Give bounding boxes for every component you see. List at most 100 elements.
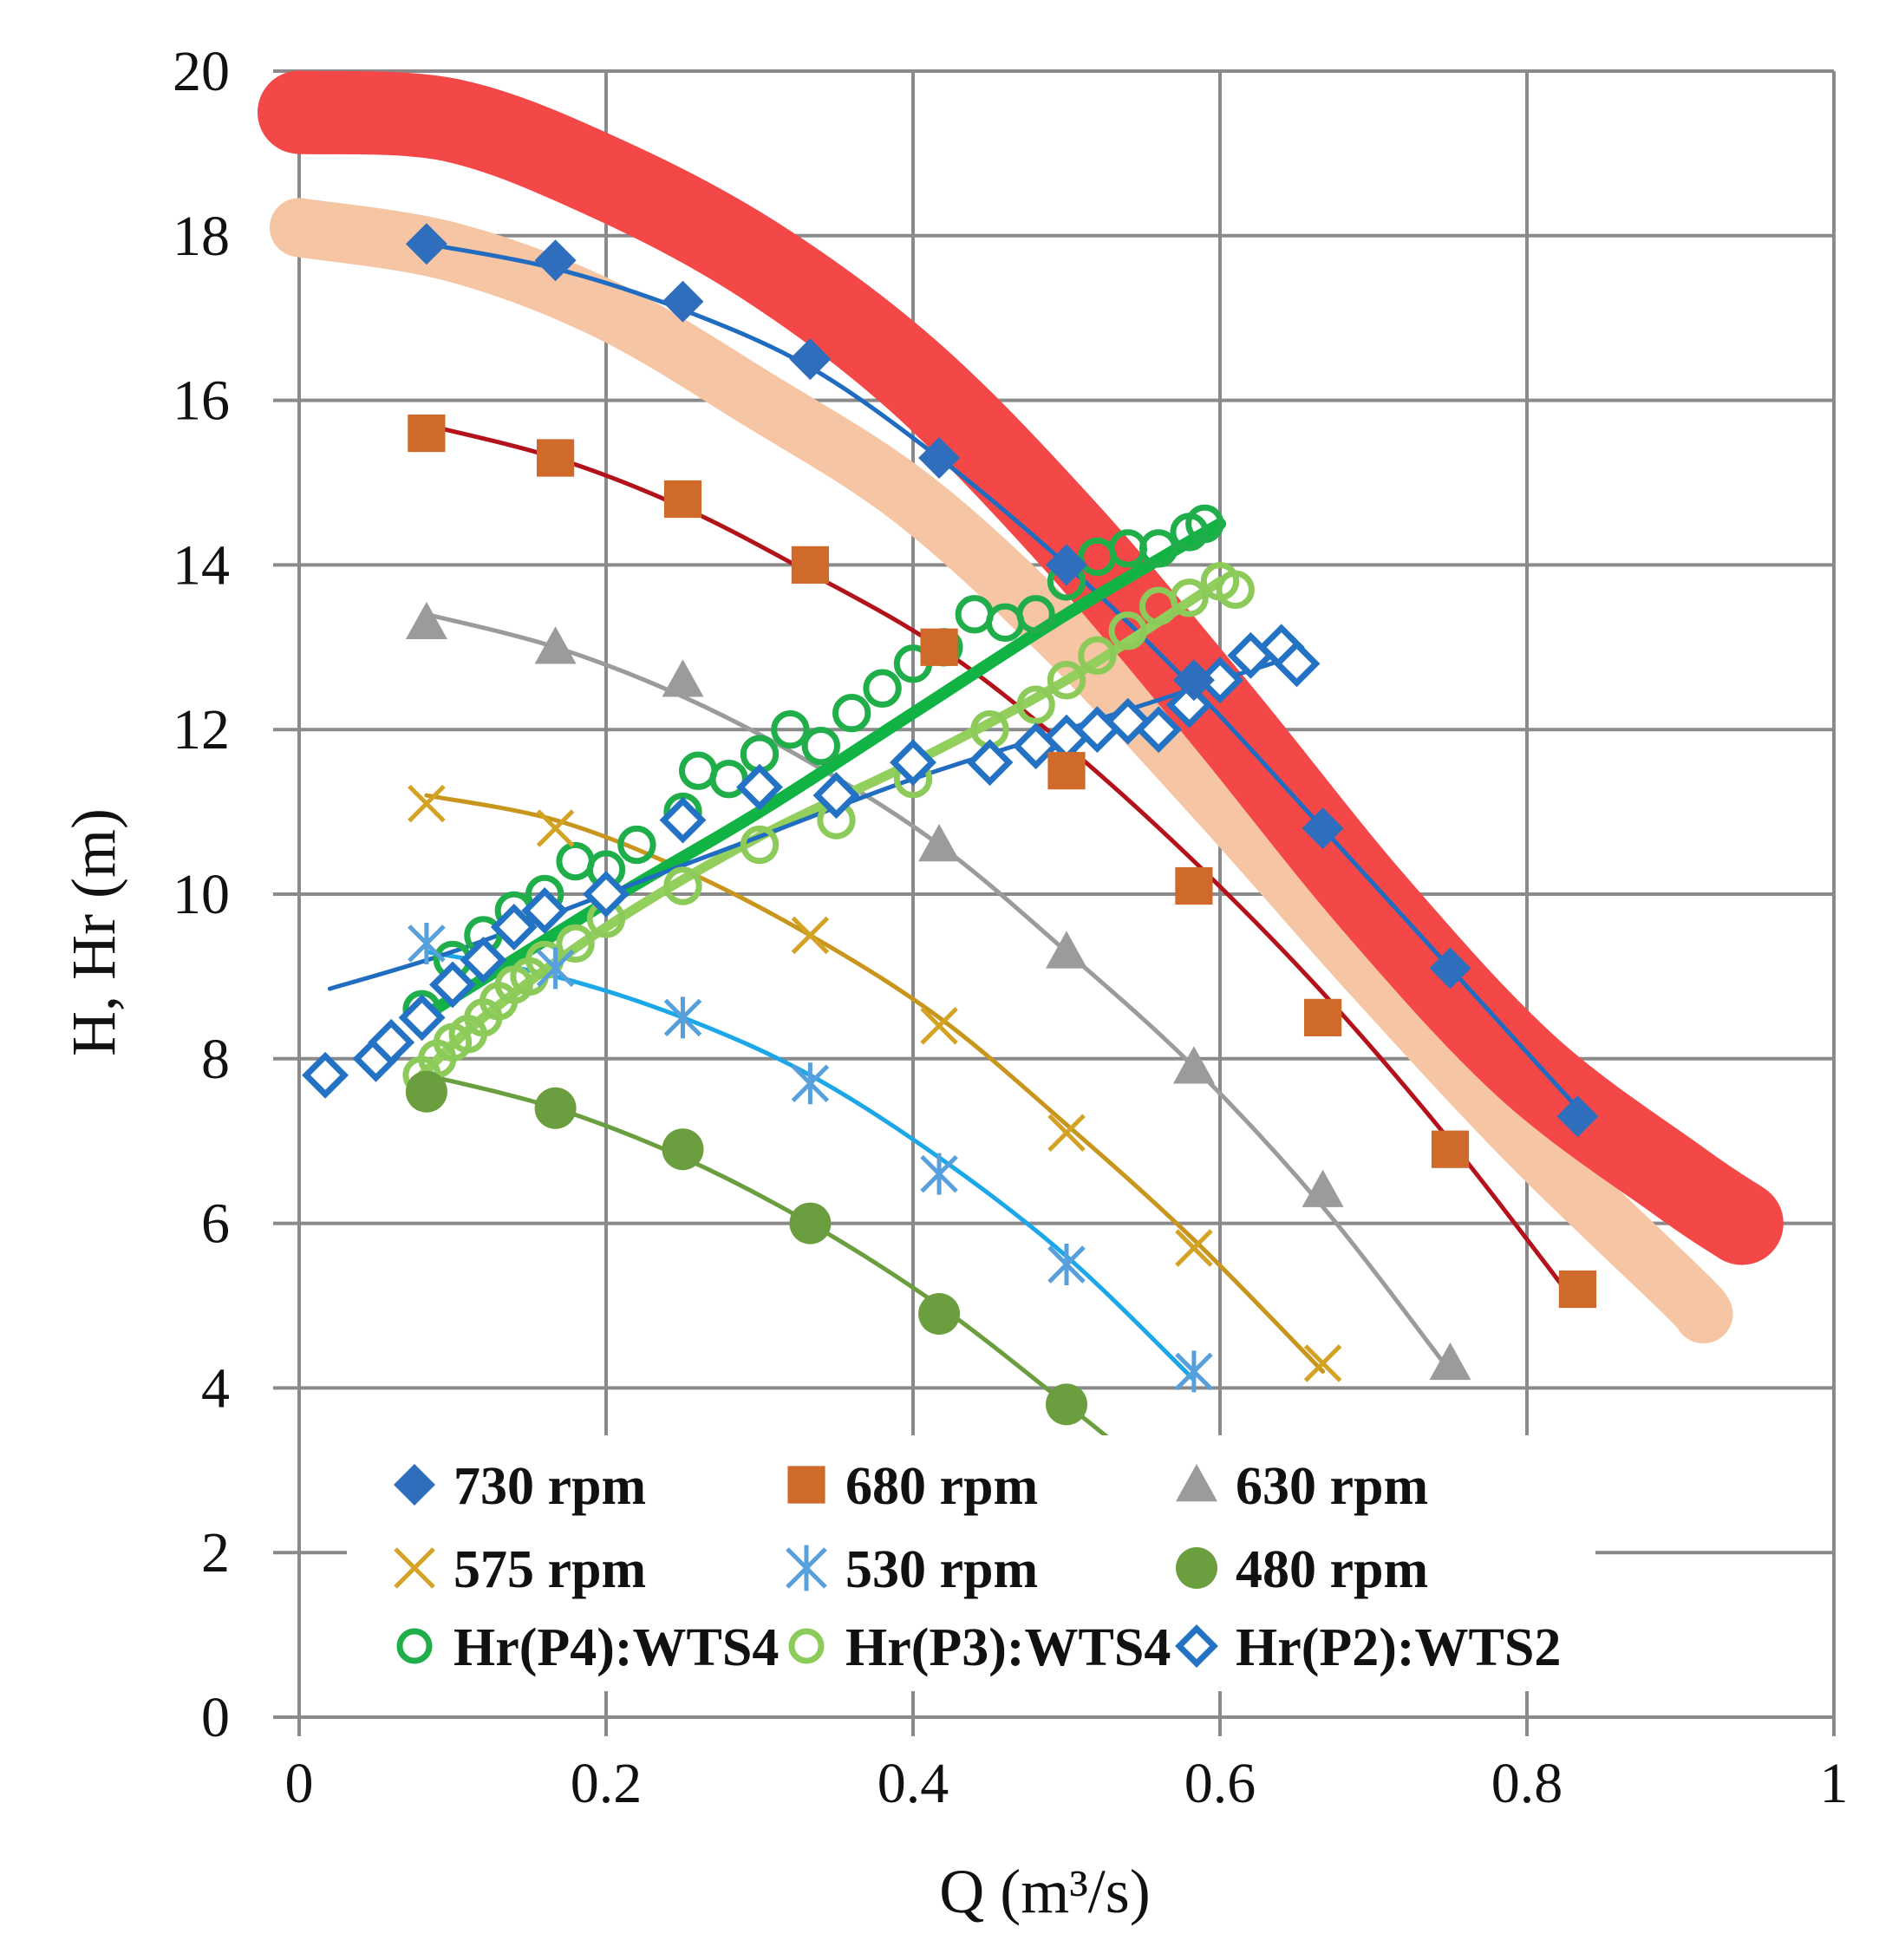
point-730-rpm-2 [662, 280, 704, 323]
legend-label-530-rpm: 530 rpm [845, 1540, 1038, 1599]
point-hr-p4-wts4-7 [617, 825, 656, 865]
point-480-rpm-1 [534, 1087, 577, 1129]
legend-marker-hr-p3-wts4 [788, 1628, 825, 1664]
point-hr-p4-wts4-12 [771, 710, 810, 749]
y-tick-label-9: 18 [173, 205, 230, 268]
point-630-rpm-4 [1046, 931, 1087, 969]
point-575-rpm-3 [920, 1007, 958, 1045]
point-hr-p3-wts4-9 [556, 924, 595, 964]
point-hr-p2-wts2-5 [460, 936, 507, 983]
point-hr-p4-wts4-26 [1185, 504, 1224, 544]
fit-line-630-rpm [424, 611, 1452, 1374]
point-575-rpm-4 [1047, 1114, 1086, 1152]
x-tick-label-3: 0.6 [1184, 1752, 1256, 1815]
point-530-rpm-5 [1047, 1244, 1086, 1286]
point-680-rpm-1 [536, 439, 575, 477]
point-680-rpm-4 [920, 628, 958, 666]
point-hr-p2-wts2-8 [583, 871, 630, 918]
point-hr-p2-wts2-18 [1135, 706, 1183, 754]
point-630-rpm-5 [1172, 1046, 1215, 1084]
point-hr-p3-wts4-23 [1216, 570, 1255, 610]
y-axis-title: H, Hr (m) [59, 808, 128, 1056]
y-tick-label-5: 10 [173, 863, 230, 926]
fit-line-730-rpm [424, 241, 1580, 1111]
legend-box [347, 1435, 1595, 1691]
point-hr-p4-wts4-13 [801, 726, 840, 766]
point-630-rpm-6 [1302, 1169, 1344, 1207]
point-630-rpm-1 [534, 626, 577, 664]
point-530-rpm-6 [1175, 1350, 1213, 1393]
legend-label-630-rpm: 630 rpm [1236, 1457, 1428, 1516]
point-680-rpm-8 [1431, 1130, 1470, 1168]
point-hr-p4-wts4-14 [832, 694, 871, 733]
y-tick-label-0: 0 [201, 1686, 230, 1749]
point-730-rpm-7 [1302, 807, 1344, 850]
point-hr-p2-wts2-13 [966, 739, 1014, 787]
point-hr-p3-wts4-19 [1108, 611, 1148, 650]
point-680-rpm-3 [791, 546, 830, 584]
point-575-rpm-0 [408, 784, 446, 823]
lower-band [270, 198, 1733, 1343]
legend-label-680-rpm: 680 rpm [845, 1457, 1038, 1516]
point-hr-p2-wts2-3 [398, 994, 446, 1042]
data-markers [302, 223, 1599, 1426]
point-hr-p2-wts2-9 [659, 796, 707, 844]
fit-line-575-rpm [424, 793, 1326, 1374]
legend-marker-hr-p4-wts4 [396, 1628, 433, 1664]
point-680-rpm-5 [1047, 752, 1086, 790]
legend-label-hr-p2-wts2: Hr(P2):WTS2 [1236, 1618, 1561, 1677]
point-hr-p2-wts2-2 [368, 1018, 415, 1066]
point-530-rpm-3 [791, 1062, 830, 1105]
point-hr-p3-wts4-18 [1078, 636, 1117, 675]
point-hr-p3-wts4-16 [1016, 685, 1055, 724]
legend-marker-530-rpm [786, 1545, 827, 1591]
point-480-rpm-0 [405, 1070, 447, 1113]
point-730-rpm-5 [1046, 544, 1087, 586]
point-hr-p2-wts2-23 [1273, 640, 1321, 688]
point-hr-p3-wts4-17 [1047, 661, 1086, 700]
point-480-rpm-5 [1046, 1383, 1087, 1426]
legend-marker-480-rpm [1176, 1547, 1217, 1589]
point-480-rpm-4 [918, 1292, 961, 1335]
point-hr-p3-wts4-12 [740, 825, 780, 865]
point-730-rpm-0 [405, 223, 447, 265]
point-730-rpm-9 [1556, 1095, 1599, 1138]
point-hr-p2-wts2-6 [490, 904, 538, 951]
legend: 730 rpm 680 rpm 630 rpm 575 rpm 530 rpm 480 r… [347, 1435, 1595, 1691]
point-530-rpm-4 [920, 1153, 958, 1195]
point-730-rpm-8 [1429, 947, 1471, 990]
legend-label-575-rpm: 575 rpm [453, 1540, 646, 1599]
point-530-rpm-1 [536, 947, 575, 990]
x-tick-label-4: 0.8 [1491, 1752, 1563, 1815]
point-630-rpm-7 [1429, 1342, 1471, 1381]
point-hr-p2-wts2-0 [302, 1051, 349, 1099]
point-730-rpm-1 [534, 239, 577, 282]
y-tick-label-3: 6 [201, 1192, 230, 1256]
legend-marker-730-rpm [394, 1464, 435, 1506]
point-680-rpm-7 [1303, 998, 1342, 1036]
point-hr-p4-wts4-15 [863, 669, 902, 708]
x-tick-label-2: 0.4 [878, 1752, 949, 1815]
point-630-rpm-3 [918, 824, 961, 862]
point-hr-p4-wts4-24 [1139, 529, 1178, 568]
legend-marker-575-rpm [394, 1547, 435, 1589]
point-hr-p3-wts4-21 [1170, 578, 1209, 617]
point-575-rpm-2 [791, 916, 830, 955]
point-hr-p2-wts2-10 [736, 763, 783, 811]
legend-label-hr-p3-wts4: Hr(P3):WTS4 [845, 1618, 1171, 1677]
point-730-rpm-6 [1172, 659, 1215, 702]
y-tick-label-7: 14 [173, 533, 230, 597]
point-hr-p4-wts4-20 [1016, 595, 1055, 634]
y-tick-label-6: 12 [173, 698, 230, 761]
x-tick-label-5: 1 [1820, 1752, 1849, 1815]
point-480-rpm-2 [662, 1128, 704, 1171]
point-hr-p3-wts4-11 [663, 866, 702, 905]
legend-marker-hr-p2-wts2 [1175, 1624, 1218, 1668]
x-axis-title: Q (m³/s) [939, 1857, 1151, 1926]
point-hr-p2-wts2-7 [521, 887, 569, 934]
y-tick-label-8: 16 [173, 369, 230, 433]
point-575-rpm-5 [1175, 1229, 1213, 1267]
point-hr-p2-wts2-4 [429, 961, 476, 1009]
